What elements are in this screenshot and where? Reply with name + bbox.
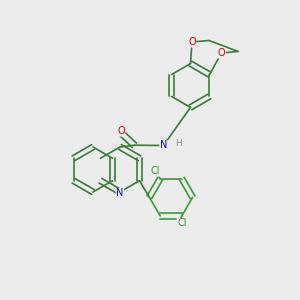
Text: N: N xyxy=(160,140,167,151)
Text: Cl: Cl xyxy=(177,218,187,229)
Text: N: N xyxy=(116,188,124,199)
Text: Cl: Cl xyxy=(151,166,160,176)
Text: O: O xyxy=(117,126,125,136)
Text: H: H xyxy=(175,139,182,148)
Text: O: O xyxy=(218,48,225,58)
Text: O: O xyxy=(188,37,196,47)
